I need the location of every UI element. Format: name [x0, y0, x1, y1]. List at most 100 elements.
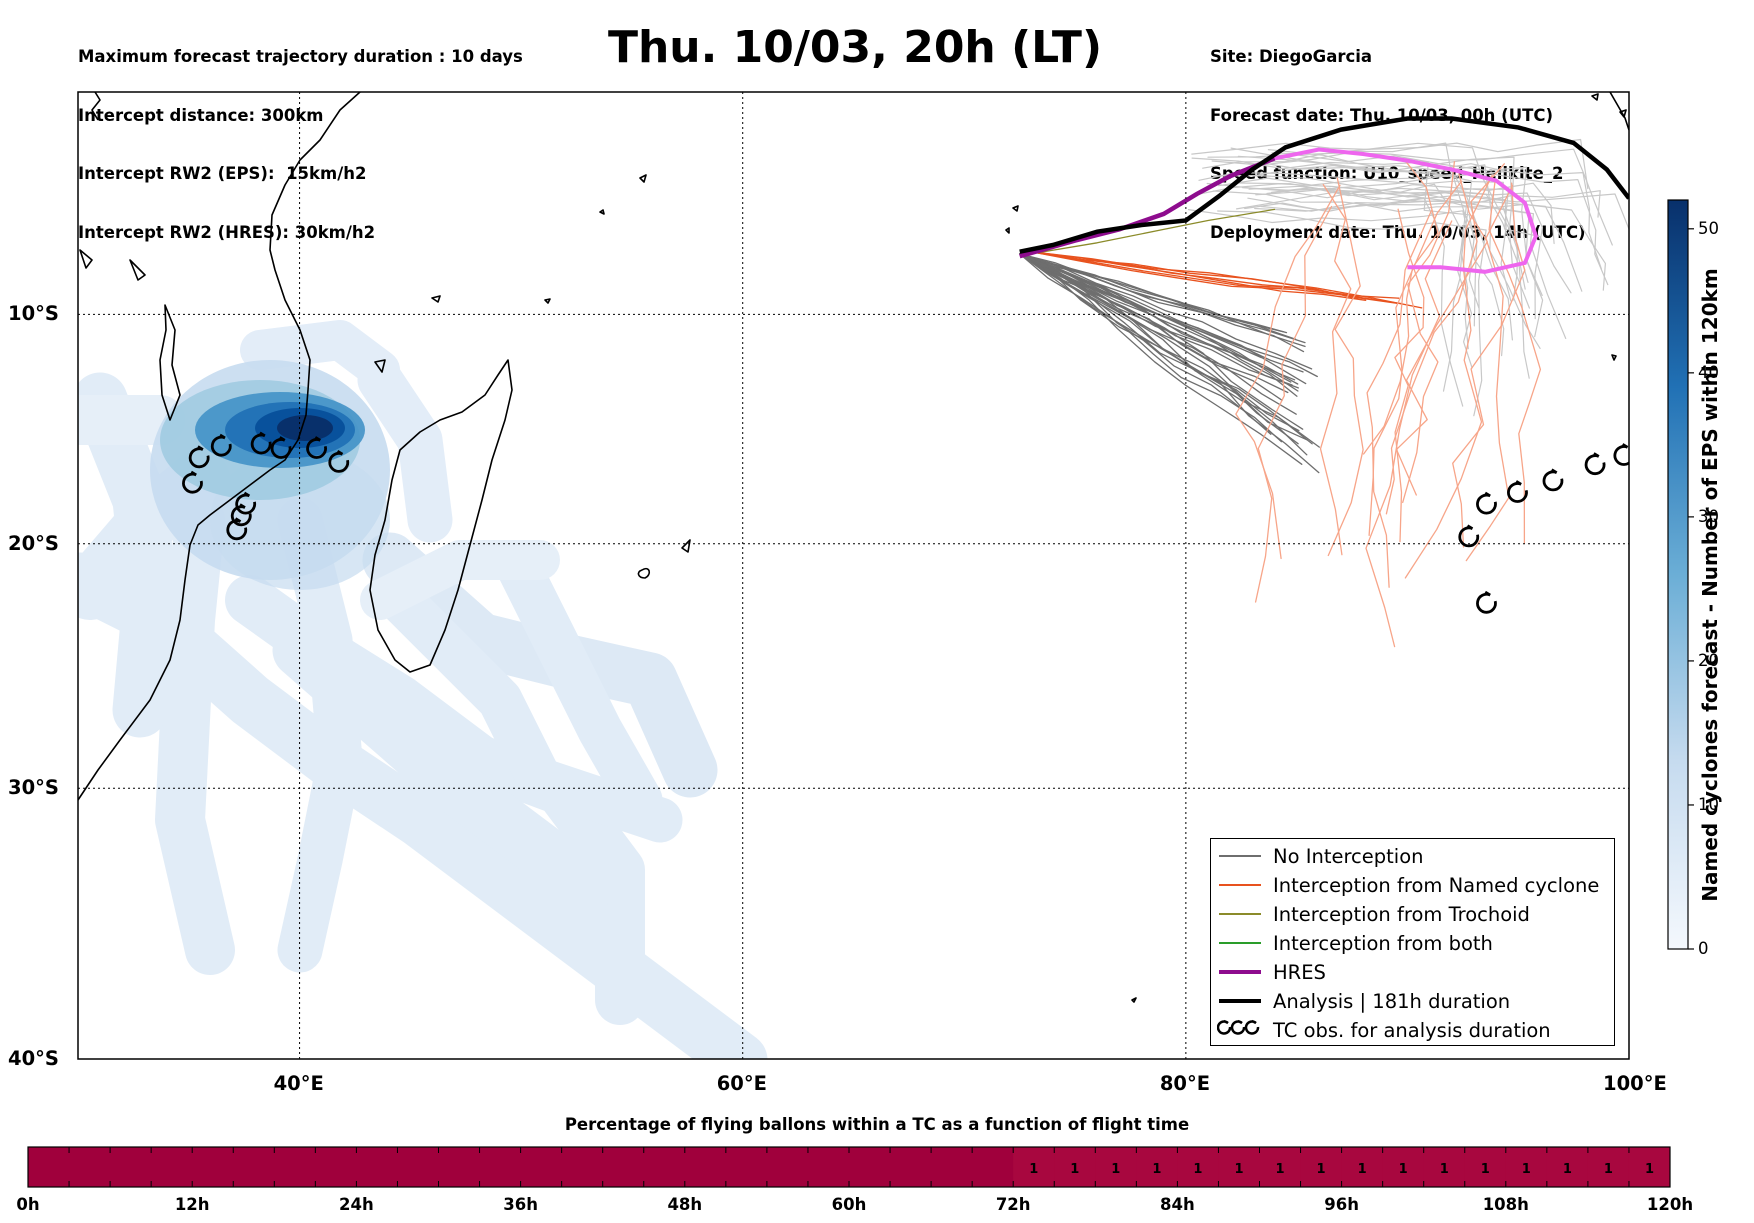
eps-trajectory: [1256, 156, 1530, 309]
cyclone-icon: [1542, 468, 1564, 492]
indonesia-edge: [1609, 92, 1629, 131]
timeline-cell: [890, 1147, 932, 1187]
mascarene-island: [637, 567, 651, 579]
legend-item-no-interception: No Interception: [1211, 842, 1614, 871]
colorbar-tick-label: 30: [1698, 506, 1719, 526]
kerguelen-island: [1131, 997, 1137, 1003]
timeline-tick-label: 84h: [1160, 1195, 1195, 1214]
eps-trajectories: [1019, 138, 1629, 648]
legend-line: [1219, 884, 1261, 886]
timeline-cell: [151, 1147, 193, 1187]
cyclone-icon: [1613, 443, 1629, 466]
eps-trajectory: [1019, 253, 1318, 378]
timeline-cell-value: 1: [1358, 1162, 1367, 1177]
timeline-cell: [1095, 1147, 1137, 1187]
cyclone-icon: [328, 449, 350, 473]
timeline-cell: [1382, 1147, 1425, 1187]
latitude-label: 10°S: [8, 302, 59, 326]
eps-trajectory: [1362, 159, 1439, 455]
maldives-island: [1591, 93, 1627, 361]
timeline-cell: [479, 1147, 522, 1187]
cyclone-icon: [210, 433, 232, 457]
eps-trajectory: [1030, 251, 1403, 305]
colorbar-ticks: [1688, 228, 1694, 950]
eps-trajectory: [1235, 184, 1341, 560]
cyclone-icon: [250, 431, 272, 455]
legend-item-trochoid: Interception from Trochoid: [1211, 900, 1614, 929]
info-line: Intercept distance: 300km: [78, 105, 324, 125]
cyclone-icon: [306, 436, 327, 459]
timeline-cell: [1587, 1147, 1630, 1187]
hres-track-late: [1274, 147, 1539, 274]
colorbar-tick-label: 10: [1698, 794, 1719, 814]
cyclone-icon: [182, 470, 203, 494]
latitude-label: 20°S: [8, 531, 59, 555]
legend-label: No Interception: [1273, 845, 1424, 868]
timeline-cell-value: 1: [1152, 1162, 1161, 1177]
legend-item-named-cyclone: Interception from Named cyclone: [1211, 871, 1614, 900]
timeline-cell: [397, 1147, 439, 1187]
info-line: Site: DiegoGarcia: [1210, 47, 1373, 66]
eps-trajectory: [1212, 190, 1512, 302]
timeline-tick-label: 72h: [995, 1195, 1031, 1214]
timeline-cell: [274, 1147, 316, 1187]
cyclone-icon: [226, 517, 248, 541]
timeline-cell: [684, 1147, 727, 1187]
timeline-cell: [520, 1147, 563, 1187]
timeline-tick-label: 0h: [16, 1195, 40, 1214]
timeline-cell: [1054, 1147, 1096, 1187]
timeline-cell-value: 1: [1522, 1162, 1531, 1177]
timeline-bar: 1 1 1 1 1 1 1 1 1 1 1 1 1 1 1 1: [27, 1146, 1671, 1188]
timeline-cell-value: 1: [1029, 1162, 1038, 1177]
arabia-edge: [91, 92, 101, 121]
tc-observations: [182, 431, 1629, 614]
legend-label: Analysis | 181h duration: [1273, 990, 1511, 1013]
timeline-cell: [1628, 1147, 1671, 1187]
eps-trajectory: [1019, 253, 1285, 333]
timeline-tick-label: 24h: [339, 1195, 374, 1214]
legend-label: TC obs. for analysis duration: [1273, 1019, 1551, 1042]
timeline-frame: [27, 1146, 1671, 1188]
map-legend: No Interception Interception from Named …: [1210, 838, 1615, 1046]
legend-label: HRES: [1273, 961, 1326, 984]
eps-trajectory: [1385, 163, 1505, 515]
timeline-cell: [192, 1147, 234, 1187]
cyclone-icon: [1584, 452, 1606, 476]
timeline-cell: [315, 1147, 357, 1187]
timeline-cell: [766, 1147, 809, 1187]
legend-item-analysis: Analysis | 181h duration: [1211, 987, 1614, 1016]
timeline-cell: [1341, 1147, 1384, 1187]
timeline-cell-value: 1: [1645, 1162, 1654, 1177]
map-gridlines: [78, 92, 1629, 1059]
cyclone-icon: [1476, 491, 1497, 515]
timeline-cell: [1546, 1147, 1589, 1187]
eps-trajectory: [1019, 253, 1313, 370]
colorbar-tick-label: 40: [1698, 362, 1719, 382]
timeline-tick-label: 108h: [1482, 1195, 1529, 1214]
timeline-cell: [1136, 1147, 1178, 1187]
timeline-cell-value: 1: [1070, 1162, 1079, 1177]
eps-trajectory: [1319, 183, 1352, 556]
timeline-cell: [1300, 1147, 1343, 1187]
timeline-cell-value: 1: [1193, 1162, 1202, 1177]
eps-density-core: [150, 360, 390, 590]
eps-trajectory: [1211, 142, 1478, 327]
cyclone-icon: [1217, 1019, 1260, 1035]
longitude-label: 60°E: [716, 1072, 767, 1095]
legend-label: Interception from both: [1273, 932, 1493, 955]
eps-trajectory: [1465, 184, 1514, 562]
colorbar-tick-label: 0: [1698, 939, 1709, 958]
chagos-island: [1005, 205, 1019, 234]
timeline-cell: [1218, 1147, 1260, 1187]
colorbar-tick-label: 50: [1698, 218, 1719, 238]
timeline-cell: [69, 1147, 111, 1187]
timeline-tick-label: 60h: [831, 1195, 867, 1214]
timeline-cell-value: 1: [1317, 1162, 1326, 1177]
timeline-cell-value: 1: [1234, 1162, 1243, 1177]
timeline-cell: [1259, 1147, 1302, 1187]
legend-label: Interception from Trochoid: [1273, 903, 1530, 926]
cyclone-icon: [1507, 480, 1528, 503]
eps-trajectory: [1187, 209, 1505, 357]
colorbar-gradient: [1667, 199, 1689, 950]
